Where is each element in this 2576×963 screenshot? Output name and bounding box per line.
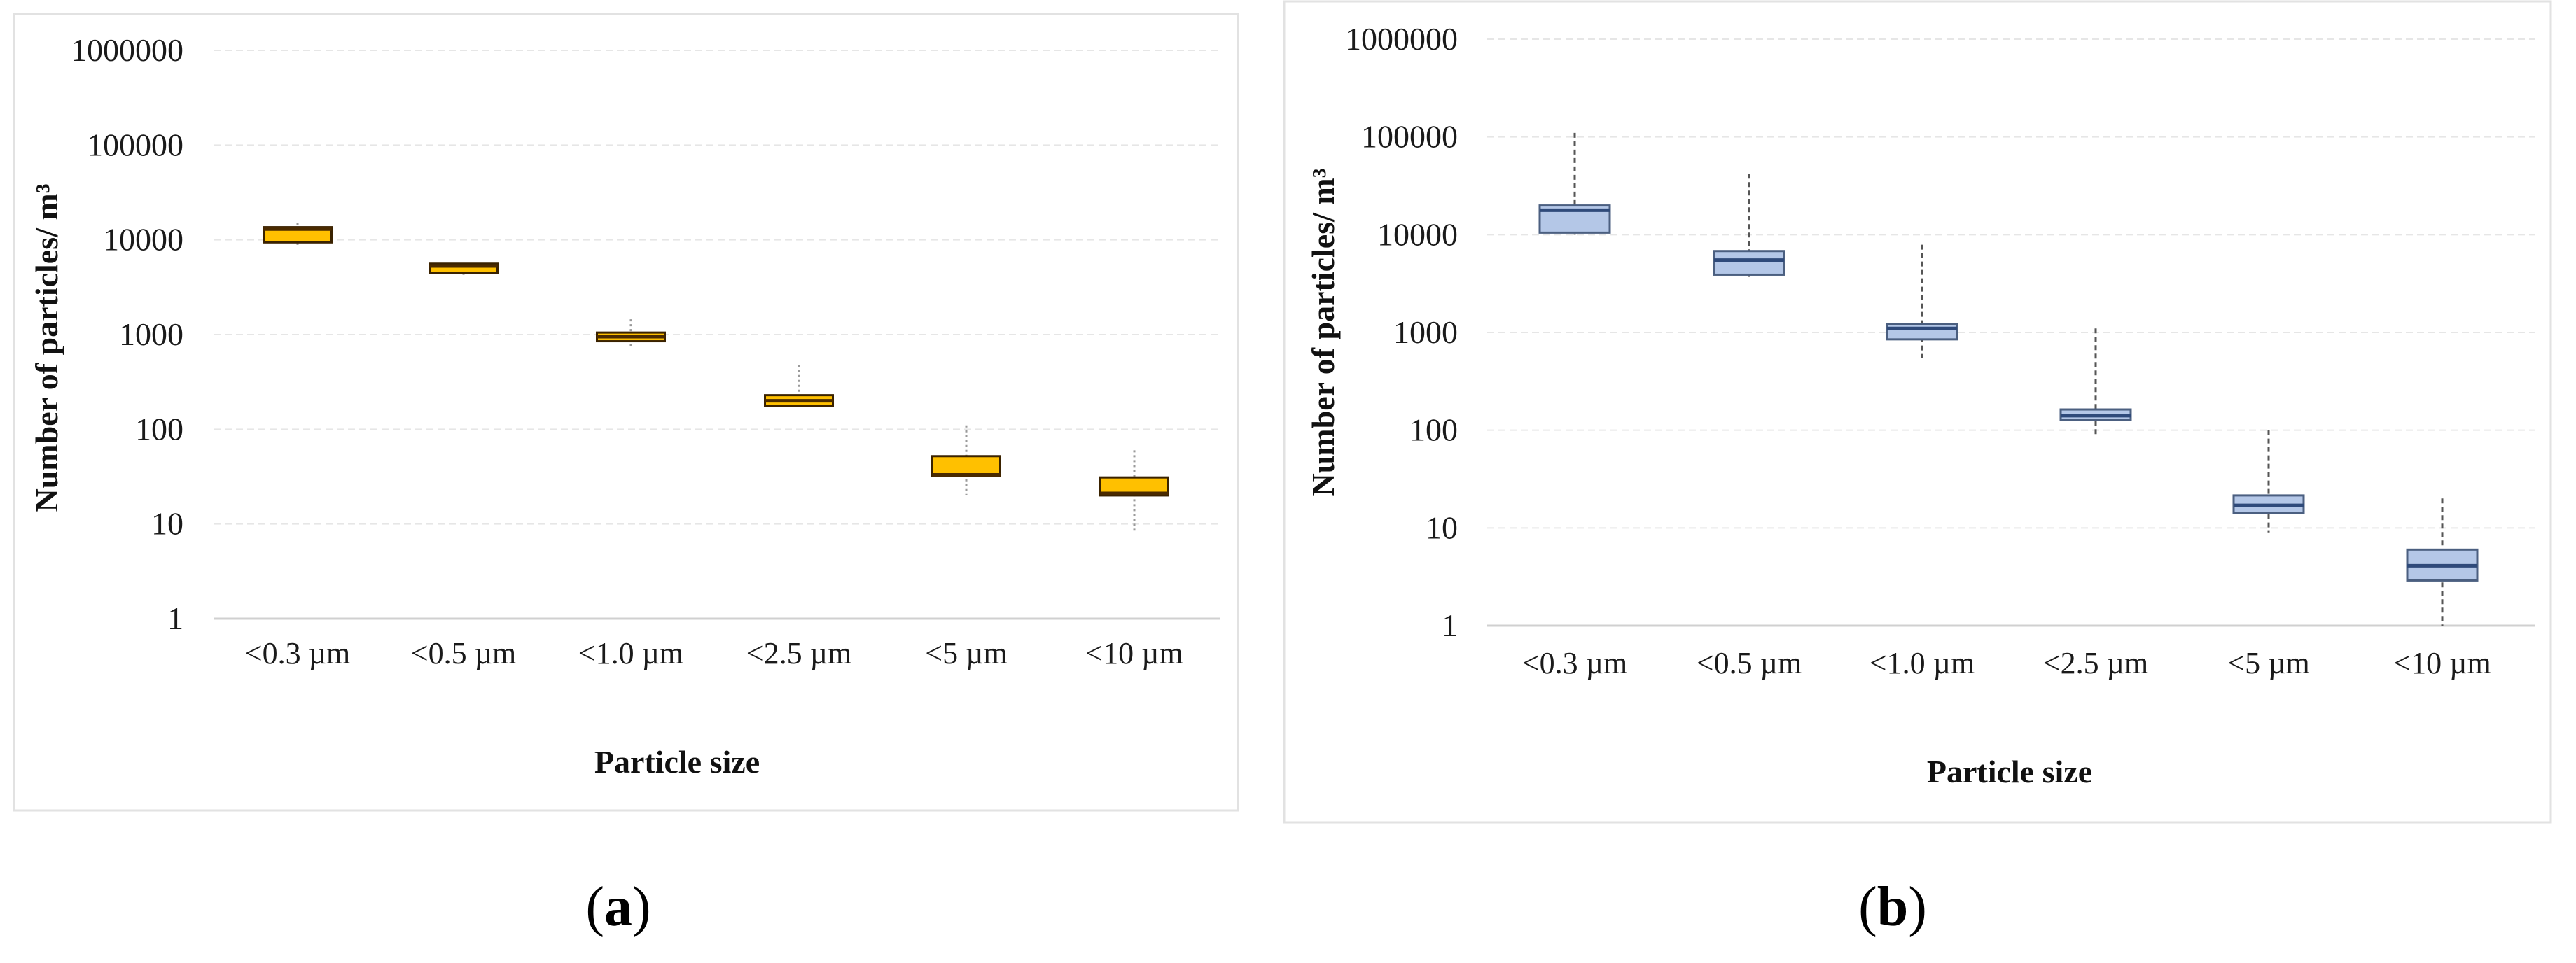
box-3 bbox=[764, 365, 834, 408]
x-tick-label: <2.5 µm bbox=[746, 636, 851, 670]
chart-b-y-tick-labels: 1 10 100 1000 10000 100000 1000000 bbox=[1345, 21, 1458, 643]
chart-a-x-tick-labels: <0.3 µm <0.5 µm <1.0 µm <2.5 µm <5 µm <10 µm bbox=[245, 636, 1183, 670]
y-tick-label: 1 bbox=[167, 600, 183, 636]
caption-b: (b) bbox=[1858, 876, 1927, 938]
chart-a-y-tick-labels: 1 10 100 1000 10000 100000 1000000 bbox=[71, 32, 183, 636]
box-iqr bbox=[1886, 323, 1958, 341]
caption-b-letter: b bbox=[1877, 876, 1909, 938]
y-tick-label: 100000 bbox=[87, 127, 183, 162]
chart-a-boxes bbox=[263, 223, 1169, 531]
y-tick-label: 10 bbox=[1426, 509, 1458, 545]
x-tick-label: <0.3 µm bbox=[245, 636, 350, 670]
x-tick-label: <10 µm bbox=[2393, 646, 2491, 680]
box-iqr bbox=[1713, 250, 1785, 276]
chart-b-frame bbox=[1283, 0, 2552, 824]
box-0 bbox=[263, 223, 333, 247]
box-5 bbox=[1099, 450, 1169, 531]
x-tick-label: <0.5 µm bbox=[411, 636, 516, 670]
box-5 bbox=[2406, 498, 2479, 626]
x-tick-label: <1.0 µm bbox=[578, 636, 683, 670]
x-tick-label: <5 µm bbox=[2227, 646, 2309, 680]
y-tick-label: 100 bbox=[135, 411, 183, 447]
x-tick-label: <1.0 µm bbox=[1870, 646, 1975, 680]
caption-a-letter: a bbox=[604, 876, 632, 938]
box-1 bbox=[1713, 174, 1785, 277]
chart-b-x-tick-labels: <0.3 µm <0.5 µm <1.0 µm <2.5 µm <5 µm <10 µm bbox=[1522, 646, 2491, 680]
x-tick-label: <0.3 µm bbox=[1522, 646, 1627, 680]
box-iqr bbox=[263, 226, 333, 244]
chart-b-y-axis-title: Number of particles/ m³ bbox=[1305, 168, 1341, 496]
x-tick-label: <5 µm bbox=[925, 636, 1007, 670]
box-0 bbox=[1538, 132, 1611, 235]
y-tick-label: 10000 bbox=[1377, 216, 1458, 252]
caption-a: (a) bbox=[585, 876, 650, 938]
chart-panel-b: 1 10 100 1000 10000 100000 1000000 <0.3 µm <0.5… bbox=[1283, 0, 2552, 824]
chart-b-boxes bbox=[1538, 132, 2479, 626]
chart-a-gridlines bbox=[214, 50, 1220, 620]
y-tick-label: 100 bbox=[1409, 412, 1458, 448]
chart-a-y-axis-title: Number of particles/ m³ bbox=[29, 183, 64, 512]
chart-b-x-axis-title: Particle size bbox=[1927, 754, 2092, 789]
box-1 bbox=[429, 262, 499, 278]
chart-a-x-axis-title: Particle size bbox=[594, 744, 760, 780]
box-4 bbox=[931, 425, 1001, 495]
box-4 bbox=[2232, 430, 2305, 533]
y-tick-label: 1000 bbox=[1393, 314, 1458, 350]
y-tick-label: 10000 bbox=[103, 222, 183, 258]
y-tick-label: 1000000 bbox=[1345, 21, 1458, 57]
box-2 bbox=[1886, 244, 1958, 358]
y-tick-label: 1000000 bbox=[71, 32, 183, 68]
box-2 bbox=[596, 319, 666, 346]
chart-b-gridlines bbox=[1487, 38, 2535, 627]
chart-panel-a: 1 10 100 1000 10000 100000 1000000 <0.3 µm <0.5… bbox=[13, 13, 1239, 812]
y-tick-label: 10 bbox=[151, 506, 183, 542]
x-tick-label: <0.5 µm bbox=[1697, 646, 1802, 680]
chart-a-frame bbox=[13, 13, 1239, 812]
y-tick-label: 1 bbox=[1442, 607, 1458, 643]
box-3 bbox=[2059, 328, 2132, 437]
box-iqr bbox=[931, 455, 1001, 477]
y-tick-label: 1000 bbox=[119, 316, 183, 352]
x-tick-label: <10 µm bbox=[1085, 636, 1183, 670]
x-tick-label: <2.5 µm bbox=[2043, 646, 2148, 680]
y-tick-label: 100000 bbox=[1361, 119, 1458, 155]
